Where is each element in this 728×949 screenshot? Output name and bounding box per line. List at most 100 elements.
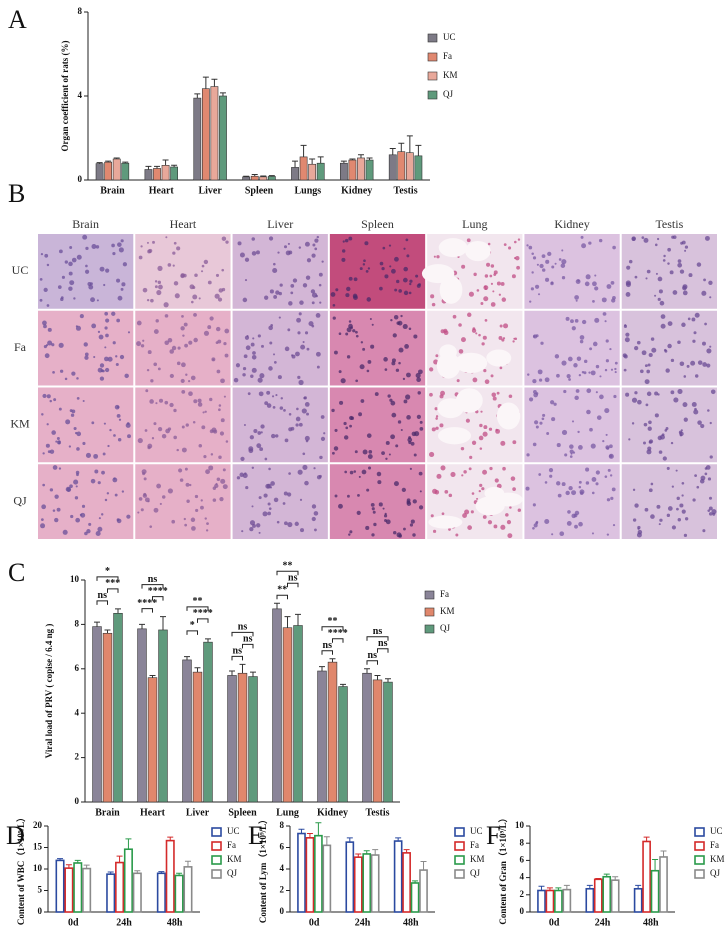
- nucleus: [99, 363, 105, 368]
- nucleus: [248, 446, 254, 452]
- nucleus: [700, 423, 705, 429]
- nucleus: [586, 388, 592, 394]
- bar: [316, 162, 325, 181]
- nucleus: [693, 409, 699, 415]
- nucleus: [220, 378, 225, 384]
- nucleus: [252, 337, 255, 340]
- nucleus: [501, 297, 507, 302]
- error-bar: [612, 876, 619, 881]
- nucleus: [475, 332, 478, 335]
- nucleus: [258, 496, 262, 500]
- nucleus: [183, 517, 186, 521]
- y-tick-label: 8: [75, 618, 80, 628]
- nucleus: [646, 391, 652, 397]
- y-tick-label: 4: [75, 707, 80, 717]
- nucleus: [249, 435, 254, 440]
- bar: [339, 162, 348, 181]
- nucleus: [198, 297, 201, 300]
- nucleus: [311, 504, 317, 509]
- nucleus: [115, 355, 118, 358]
- nucleus: [264, 401, 269, 406]
- bar: [248, 676, 258, 803]
- nucleus: [163, 302, 169, 308]
- nucleus: [269, 289, 274, 294]
- legend-swatch: [211, 827, 222, 837]
- legend-swatch: [424, 607, 435, 617]
- nucleus: [667, 321, 673, 326]
- nucleus: [706, 363, 711, 368]
- nucleus: [390, 318, 393, 322]
- column-header: Brain: [72, 217, 99, 231]
- bar: [156, 872, 166, 913]
- nucleus: [551, 533, 554, 536]
- histology-image: [621, 464, 717, 539]
- nucleus: [98, 517, 101, 520]
- error-bar: [162, 159, 169, 166]
- nucleus: [467, 525, 472, 530]
- nucleus: [345, 293, 350, 298]
- nucleus: [51, 430, 56, 435]
- nucleus: [636, 340, 641, 345]
- nucleus: [526, 244, 529, 247]
- bar: [153, 168, 161, 181]
- nucleus: [554, 354, 560, 359]
- nucleus: [602, 439, 605, 443]
- nucleus: [207, 280, 212, 285]
- nucleus: [413, 453, 417, 457]
- nucleus: [412, 533, 416, 537]
- nucleus: [398, 289, 402, 293]
- nucleus: [40, 518, 44, 522]
- nucleus: [112, 341, 116, 345]
- column-header: Liver: [267, 217, 293, 231]
- nucleus: [574, 295, 579, 300]
- nucleus: [158, 284, 163, 290]
- error-bar: [184, 656, 190, 660]
- nucleus: [267, 511, 271, 516]
- nucleus: [393, 481, 399, 487]
- nucleus: [297, 375, 301, 379]
- nucleus: [648, 439, 654, 444]
- nucleus: [46, 263, 50, 267]
- histology-image: [232, 234, 328, 309]
- nucleus: [137, 511, 140, 514]
- nucleus: [247, 392, 251, 396]
- nucleus: [348, 533, 351, 536]
- nucleus: [251, 237, 256, 241]
- nucleus: [54, 517, 59, 523]
- error-bar: [603, 873, 610, 877]
- nucleus: [681, 240, 686, 245]
- nucleus: [282, 502, 286, 505]
- nucleus: [169, 402, 174, 408]
- nucleus: [287, 242, 290, 245]
- nucleus: [88, 522, 92, 526]
- y-tick-label: 6: [75, 663, 80, 673]
- bar: [338, 686, 348, 803]
- bar: [642, 840, 651, 913]
- nucleus: [471, 440, 477, 445]
- bar: [106, 873, 116, 913]
- nucleus: [377, 480, 382, 485]
- error-bar: [251, 174, 258, 177]
- nucleus: [468, 467, 472, 471]
- nucleus: [389, 398, 393, 402]
- nucleus: [478, 489, 481, 493]
- nucleus: [251, 354, 257, 360]
- nucleus: [315, 313, 321, 318]
- nucleus: [186, 499, 190, 503]
- nucleus: [270, 481, 275, 486]
- nucleus: [682, 402, 688, 408]
- error-bar: [134, 870, 141, 874]
- nucleus: [288, 413, 292, 416]
- nucleus: [150, 298, 154, 303]
- nucleus: [429, 392, 433, 397]
- nucleus: [162, 495, 166, 499]
- nucleus: [708, 506, 713, 511]
- bar: [372, 679, 383, 803]
- nucleus: [45, 443, 50, 448]
- nucleus: [675, 469, 678, 472]
- nucleus: [358, 475, 361, 478]
- nucleus: [188, 340, 193, 345]
- nucleus: [251, 505, 254, 508]
- nucleus: [244, 472, 247, 475]
